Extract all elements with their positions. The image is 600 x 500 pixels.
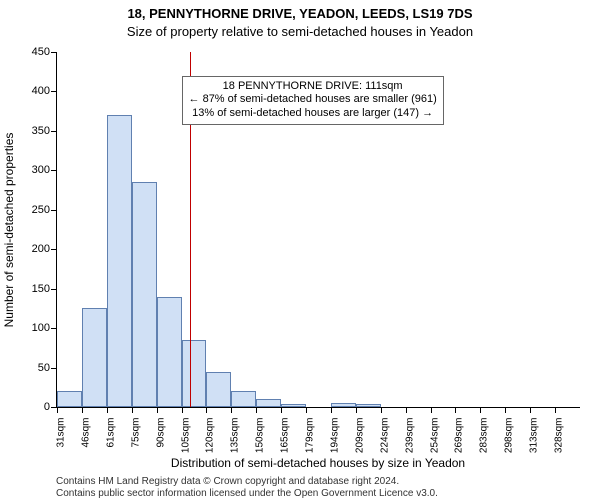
y-tick-label: 50 — [14, 362, 50, 374]
x-tick — [107, 407, 108, 413]
x-tick — [231, 407, 232, 413]
copyright-notice: Contains HM Land Registry data © Crown c… — [56, 476, 580, 500]
annotation-line2: ← 87% of semi-detached houses are smalle… — [189, 93, 437, 107]
y-tick-label: 100 — [14, 322, 50, 334]
y-tick-label: 450 — [14, 46, 50, 58]
y-tick — [51, 91, 57, 92]
histogram-bar — [107, 115, 132, 407]
x-tick — [281, 407, 282, 413]
chart-title-line1: 18, PENNYTHORNE DRIVE, YEADON, LEEDS, LS… — [0, 6, 600, 21]
annotation-line1: 18 PENNYTHORNE DRIVE: 111sqm — [189, 80, 437, 94]
y-tick — [51, 289, 57, 290]
y-tick-label: 150 — [14, 283, 50, 295]
x-tick — [57, 407, 58, 413]
y-tick — [51, 249, 57, 250]
y-tick — [51, 210, 57, 211]
y-tick-label: 350 — [14, 125, 50, 137]
histogram-bar — [281, 404, 306, 407]
plot-area: 05010015020025030035040045031sqm46sqm61s… — [56, 52, 580, 408]
histogram-bar — [356, 404, 381, 407]
histogram-bar — [231, 391, 256, 407]
x-tick — [132, 407, 133, 413]
x-tick — [530, 407, 531, 413]
histogram-bar — [182, 340, 207, 407]
y-axis-label: Number of semi-detached properties — [2, 52, 18, 408]
histogram-bar — [57, 391, 82, 407]
histogram-bar — [331, 403, 356, 407]
x-tick — [480, 407, 481, 413]
x-tick — [331, 407, 332, 413]
x-tick — [182, 407, 183, 413]
x-tick — [356, 407, 357, 413]
annotation-line3: 13% of semi-detached houses are larger (… — [189, 107, 437, 121]
x-tick — [306, 407, 307, 413]
y-tick-label: 0 — [14, 401, 50, 413]
histogram-bar — [256, 399, 281, 407]
copyright-line2: Contains public sector information licen… — [56, 488, 580, 500]
y-tick — [51, 170, 57, 171]
y-tick-label: 200 — [14, 243, 50, 255]
x-tick — [157, 407, 158, 413]
y-tick-label: 300 — [14, 164, 50, 176]
x-tick — [455, 407, 456, 413]
y-tick — [51, 131, 57, 132]
histogram-bar — [82, 308, 107, 407]
x-tick — [206, 407, 207, 413]
y-tick — [51, 328, 57, 329]
y-tick-label: 250 — [14, 204, 50, 216]
x-tick — [505, 407, 506, 413]
x-tick — [256, 407, 257, 413]
y-tick — [51, 52, 57, 53]
histogram-bar — [157, 297, 182, 407]
x-tick — [406, 407, 407, 413]
histogram-bar — [132, 182, 157, 407]
x-tick — [555, 407, 556, 413]
reference-annotation: 18 PENNYTHORNE DRIVE: 111sqm ← 87% of se… — [182, 76, 444, 125]
copyright-line1: Contains HM Land Registry data © Crown c… — [56, 476, 580, 488]
histogram-bar — [206, 372, 231, 408]
y-tick — [51, 368, 57, 369]
x-axis-label: Distribution of semi-detached houses by … — [56, 456, 580, 470]
property-size-chart: 18, PENNYTHORNE DRIVE, YEADON, LEEDS, LS… — [0, 0, 600, 500]
y-tick-label: 400 — [14, 85, 50, 97]
x-tick — [431, 407, 432, 413]
chart-title-line2: Size of property relative to semi-detach… — [0, 24, 600, 39]
x-tick — [381, 407, 382, 413]
x-tick — [82, 407, 83, 413]
